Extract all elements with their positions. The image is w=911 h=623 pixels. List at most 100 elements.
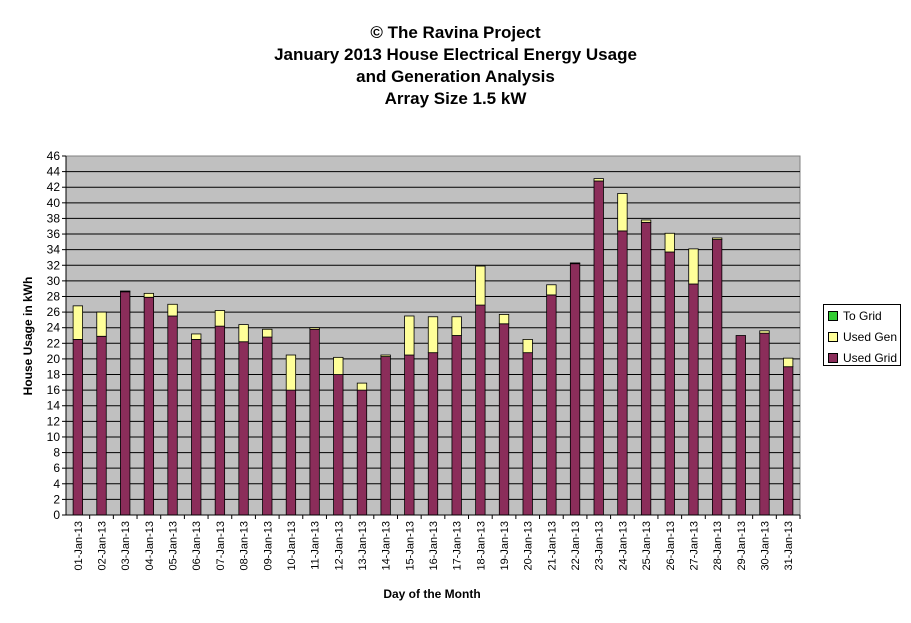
legend-swatch-used-gen [828, 332, 838, 342]
bar-used-gen [143, 292, 155, 298]
y-tick-label: 6 [53, 461, 60, 475]
y-tick-label: 12 [47, 414, 61, 428]
title-line-2: January 2013 House Electrical Energy Usa… [274, 45, 637, 64]
x-tick-label: 29-Jan-13 [736, 521, 748, 571]
x-tick-label: 21-Jan-13 [546, 521, 558, 571]
x-tick-label: 03-Jan-13 [120, 521, 132, 571]
chart-title: © The Ravina Project January 2013 House … [0, 22, 911, 110]
y-tick-label: 10 [47, 430, 61, 444]
legend-item-used-grid: Used Grid [828, 351, 897, 365]
bar-used-grid [356, 389, 368, 516]
bar-used-gen [72, 305, 83, 340]
bar-used-gen [120, 290, 131, 293]
x-tick-label: 26-Jan-13 [665, 521, 677, 571]
bar-used-grid [617, 230, 628, 516]
x-tick-label: 04-Jan-13 [144, 521, 156, 571]
bar-used-grid [285, 389, 297, 516]
bar-used-grid [498, 323, 510, 516]
bar-used-grid [475, 304, 486, 516]
bar-used-grid [404, 354, 415, 516]
bar-used-grid [120, 291, 131, 516]
y-axis-title: House Usage in kWh [21, 276, 35, 396]
bar-used-gen [309, 327, 320, 330]
bar-used-gen [759, 330, 770, 334]
bar-used-gen [333, 356, 344, 375]
legend-swatch-used-grid [828, 353, 838, 363]
bar-used-gen [783, 357, 794, 368]
bar-used-gen [475, 265, 486, 306]
bar-used-gen [262, 328, 273, 338]
bar-used-gen [522, 339, 533, 354]
bar-used-gen [238, 324, 249, 343]
x-tick-label: 20-Jan-13 [523, 521, 535, 571]
bar-used-grid [451, 335, 462, 516]
legend-swatch-to-grid [828, 311, 838, 321]
legend-item-to-grid: To Grid [828, 309, 882, 323]
legend: To Grid Used Gen Used Grid [823, 304, 901, 366]
bar-used-gen [688, 248, 699, 285]
legend-label-used-grid: Used Grid [843, 351, 898, 365]
bar-used-grid [427, 352, 439, 516]
title-line-4: Array Size 1.5 kW [384, 89, 527, 108]
bar-used-grid [167, 315, 178, 516]
y-tick-label: 4 [53, 477, 60, 491]
x-tick-label: 01-Jan-13 [73, 521, 85, 571]
bar-used-grid [72, 339, 83, 516]
bar-used-grid [711, 239, 723, 516]
y-tick-label: 38 [47, 211, 61, 225]
y-tick-label: 32 [47, 258, 61, 272]
x-tick-label: 11-Jan-13 [310, 521, 322, 570]
x-tick-label: 08-Jan-13 [239, 521, 251, 571]
bar-used-grid [783, 366, 794, 516]
x-tick-label: 23-Jan-13 [594, 521, 606, 571]
bar-used-gen [96, 311, 107, 337]
bar-used-grid [759, 332, 770, 516]
y-tick-label: 28 [47, 289, 61, 303]
x-tick-label: 22-Jan-13 [570, 521, 582, 571]
x-tick-label: 28-Jan-13 [712, 521, 724, 571]
bar-used-grid [262, 336, 273, 516]
y-tick-label: 26 [47, 305, 61, 319]
bar-used-gen [617, 193, 628, 232]
legend-item-used-gen: Used Gen [828, 330, 897, 344]
x-tick-label: 14-Jan-13 [381, 521, 393, 571]
bar-used-gen [167, 303, 178, 317]
y-tick-label: 24 [47, 321, 61, 335]
bar-used-grid [96, 335, 107, 516]
bar-used-gen [404, 315, 415, 356]
bar-used-gen [593, 178, 604, 182]
bar-used-grid [546, 294, 557, 516]
bar-used-gen [498, 314, 510, 325]
bar-used-gen [640, 219, 652, 223]
x-tick-label: 31-Jan-13 [783, 521, 795, 571]
y-tick-label: 16 [47, 383, 61, 397]
bar-used-gen [380, 354, 391, 357]
y-tick-label: 8 [53, 446, 60, 460]
x-tick-label: 24-Jan-13 [617, 521, 629, 571]
bar-used-grid [593, 180, 604, 516]
bar-used-grid [191, 339, 202, 516]
x-tick-label: 06-Jan-13 [191, 521, 203, 571]
x-tick-label: 07-Jan-13 [215, 521, 227, 571]
bar-used-gen [191, 333, 202, 340]
y-tick-label: 46 [47, 149, 61, 163]
x-tick-label: 17-Jan-13 [452, 521, 464, 571]
y-tick-label: 0 [53, 508, 60, 522]
bar-used-grid [214, 325, 226, 516]
x-tick-label: 15-Jan-13 [404, 521, 416, 571]
bar-used-gen [664, 232, 675, 253]
x-tick-label: 09-Jan-13 [262, 521, 274, 571]
x-tick-label: 16-Jan-13 [428, 521, 440, 571]
y-tick-label: 14 [47, 399, 61, 413]
bar-used-gen [569, 262, 581, 265]
bar-used-gen [214, 310, 226, 327]
bar-used-grid [238, 341, 249, 516]
bar-used-grid [688, 283, 699, 516]
bar-used-gen [711, 237, 723, 240]
x-tick-label: 18-Jan-13 [475, 521, 487, 571]
y-axis: 0246810121416182022242628303234363840424… [47, 149, 67, 522]
bar-used-grid [569, 263, 581, 516]
bar-used-grid [333, 374, 344, 516]
y-tick-label: 30 [47, 274, 61, 288]
x-tick-label: 27-Jan-13 [688, 521, 700, 571]
